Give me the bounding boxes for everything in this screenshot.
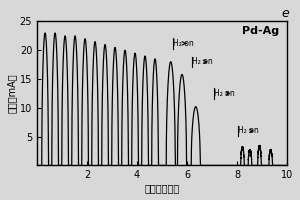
Text: H₂ on: H₂ on: [214, 89, 235, 98]
Y-axis label: 电流（mA）: 电流（mA）: [7, 74, 17, 113]
Text: e: e: [282, 7, 290, 20]
Text: Pd-Ag: Pd-Ag: [242, 26, 279, 36]
Text: H₂ on: H₂ on: [192, 57, 213, 66]
Text: H₂ on: H₂ on: [173, 39, 194, 48]
X-axis label: 时间（分钟）: 时间（分钟）: [144, 183, 180, 193]
Text: H₂ on: H₂ on: [238, 126, 259, 135]
